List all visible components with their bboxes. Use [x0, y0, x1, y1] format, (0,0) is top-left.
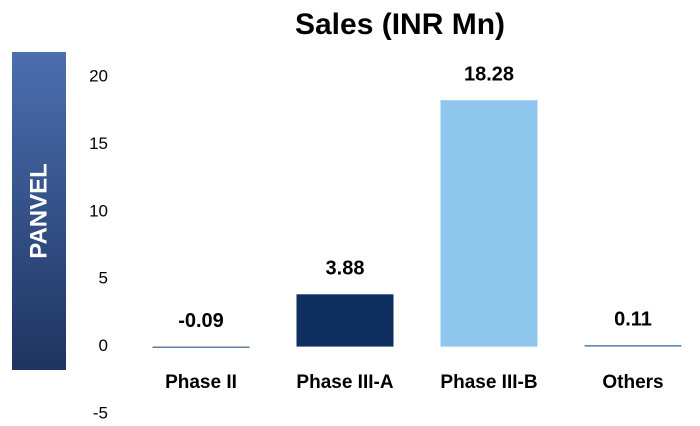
x-tick-label: Phase II: [165, 372, 237, 393]
value-label: 3.88: [326, 258, 365, 280]
bar: [152, 346, 250, 348]
x-tick-label: Others: [602, 372, 663, 393]
value-label: 18.28: [464, 63, 514, 85]
y-tick-label: 10: [89, 201, 108, 220]
side-label: PANVEL: [25, 163, 52, 259]
bar: [296, 294, 394, 347]
chart-title: Sales (INR Mn): [295, 8, 505, 41]
bar: [440, 100, 538, 347]
y-tick-label: 15: [89, 134, 108, 153]
x-tick-label: Phase III-A: [296, 372, 393, 393]
bar: [584, 345, 682, 347]
y-tick-label: 0: [99, 336, 108, 355]
x-tick-label: Phase III-B: [440, 372, 537, 393]
value-label: -0.09: [178, 310, 224, 332]
side-panel: [12, 52, 66, 370]
y-tick-label: -5: [93, 403, 108, 422]
y-tick-label: 5: [99, 269, 108, 288]
value-label: 0.11: [614, 308, 652, 330]
y-tick-label: 20: [89, 66, 108, 85]
